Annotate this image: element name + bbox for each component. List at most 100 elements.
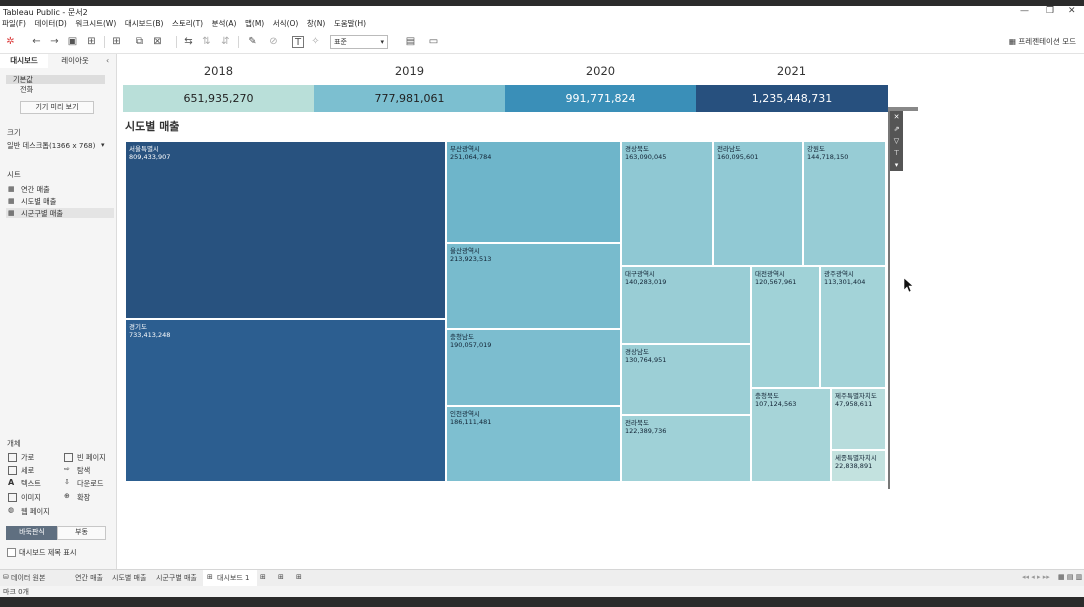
floating-toggle[interactable]: 부동 (57, 526, 106, 540)
tab-scroll-icons[interactable]: ◂◂ ◂ ▸ ▸▸ (1022, 573, 1050, 581)
new-sheet-icon[interactable]: ⊞ (112, 36, 121, 47)
tile-jeju[interactable]: 제주특별자치도 47,958,611 (831, 388, 886, 450)
new-story-icon[interactable]: ⊞ (296, 573, 302, 581)
object-web-page[interactable]: 웹 페이지 (21, 507, 50, 516)
menu-data[interactable]: 데이터(D) (34, 19, 67, 28)
device-selected-row (6, 75, 105, 84)
object-image[interactable]: 이미지 (21, 493, 41, 502)
tile-label: 대전광역시 (755, 270, 785, 278)
object-navigation[interactable]: 탐색 (77, 466, 91, 475)
tiled-toggle[interactable]: 바둑판식 (6, 526, 58, 540)
os-bottom-bar (0, 597, 1084, 607)
save-icon[interactable]: ▣ (67, 36, 78, 47)
tile-gangwon[interactable]: 강원도 144,718,150 (803, 141, 886, 266)
tile-seoul[interactable]: 서울특별시 809,433,907 (125, 141, 446, 319)
kpi-2021[interactable]: 1,235,448,731 (696, 85, 888, 112)
chevron-down-icon[interactable]: ▾ (101, 141, 105, 149)
menu-window[interactable]: 창(N) (306, 19, 326, 28)
filter-icon[interactable]: ▽ (893, 137, 900, 145)
collapse-panel-icon[interactable]: ‹ (106, 56, 110, 65)
device-preview-button[interactable]: 기기 미리 보기 (20, 101, 94, 114)
remove-icon[interactable]: ✕ (893, 113, 900, 121)
sheet-sido-sales[interactable]: 시도별 매출 (21, 197, 57, 206)
menu-map[interactable]: 맵(M) (245, 19, 265, 28)
tile-daejeon[interactable]: 대전광역시 120,567,961 (751, 266, 820, 388)
highlight-icon[interactable]: ✎ (248, 36, 257, 47)
new-datasource-icon[interactable]: ⊞ (87, 36, 96, 47)
pin-icon[interactable]: ⊤ (893, 149, 900, 157)
tile-gyeonggi[interactable]: 경기도 733,413,248 (125, 319, 446, 482)
device-default[interactable]: 기본값 (13, 75, 33, 84)
menu-file[interactable]: 파일(F) (2, 19, 26, 28)
tile-gyeongbuk[interactable]: 경상북도 163,090,045 (621, 141, 713, 266)
minimize-icon[interactable]: — (1020, 6, 1029, 16)
menu-worksheet[interactable]: 워크시트(W) (75, 19, 117, 28)
restore-icon[interactable]: ❐ (1046, 6, 1055, 16)
tab-dashboard-1[interactable]: 대시보드 1 (217, 574, 250, 582)
object-blank[interactable]: 빈 페이지 (77, 453, 106, 462)
tableau-logo-icon[interactable]: ✲ (6, 36, 15, 47)
kpi-2019[interactable]: 777,981,061 (314, 85, 505, 112)
tile-label: 세종특별자치시 (835, 454, 877, 462)
menu-story[interactable]: 스토리(T) (171, 19, 204, 28)
sheet-icon: ▦ (8, 209, 15, 217)
sort-asc-icon[interactable]: ⇅ (202, 36, 211, 47)
tab-sido-sales[interactable]: 시도별 매출 (112, 574, 147, 582)
object-horizontal[interactable]: 가로 (21, 453, 35, 462)
menu-help[interactable]: 도움말(H) (333, 19, 367, 28)
sort-desc-icon[interactable]: ⇵ (221, 36, 230, 47)
more-options-icon[interactable]: ▾ (894, 161, 899, 169)
tile-label: 충청북도 (755, 392, 779, 400)
tab-dashboard[interactable]: 대시보드 (0, 54, 48, 68)
tab-datasource[interactable]: 데이터 원본 (11, 574, 46, 582)
clear-sheet-icon[interactable]: ⊠ (153, 36, 162, 47)
menu-dashboard[interactable]: 대시보드(B) (124, 19, 164, 28)
tile-busan[interactable]: 부산광역시 251,064,784 (446, 141, 621, 243)
menu-format[interactable]: 서식(O) (272, 19, 299, 28)
object-text[interactable]: 텍스트 (21, 479, 41, 488)
new-dashboard-icon[interactable]: ⊞ (278, 573, 284, 581)
object-extension[interactable]: 확장 (77, 493, 91, 502)
kpi-2020[interactable]: 991,771,824 (505, 85, 696, 112)
tile-incheon[interactable]: 인천광역시 186,111,481 (446, 406, 621, 482)
tile-jeonbuk[interactable]: 전라북도 122,389,736 (621, 415, 751, 482)
presentation-icon[interactable]: ▭ (428, 36, 439, 47)
view-mode-icon[interactable]: ▦ ▤ ▥ (1058, 573, 1083, 581)
tile-jeonnam[interactable]: 전라남도 160,095,601 (713, 141, 803, 266)
swap-icon[interactable]: ⇆ (184, 36, 193, 47)
tile-chungnam[interactable]: 충청남도 190,057,019 (446, 329, 621, 406)
tile-daegu[interactable]: 대구광역시 140,283,019 (621, 266, 751, 344)
new-sheet-icon[interactable]: ⊞ (260, 573, 266, 581)
show-labels-icon[interactable]: T (292, 36, 304, 48)
tile-label: 경상북도 (625, 145, 649, 153)
tab-layout[interactable]: 레이아웃 (61, 56, 89, 65)
undo-icon[interactable]: ← (32, 36, 41, 47)
tab-sigungu-sales[interactable]: 시군구별 매출 (156, 574, 197, 582)
tile-gyeongnam[interactable]: 경상남도 130,764,951 (621, 344, 751, 415)
group-icon[interactable]: ⊘ (269, 36, 278, 47)
tile-sejong[interactable]: 세종특별자치시 22,838,891 (831, 450, 886, 482)
pin-icon[interactable]: ✧ (311, 36, 320, 47)
fit-combo[interactable]: 표준 ▾ (330, 35, 388, 49)
size-dropdown[interactable]: 일반 데스크톱(1366 x 768) (7, 141, 96, 150)
presentation-mode-button[interactable]: ▦ 프레젠테이션 모드 (1009, 36, 1076, 47)
tile-gwangju[interactable]: 광주광역시 113,301,404 (820, 266, 886, 388)
selection-grip[interactable] (888, 107, 918, 111)
object-vertical[interactable]: 세로 (21, 466, 35, 475)
duplicate-icon[interactable]: ⧉ (135, 36, 144, 47)
show-cards-icon[interactable]: ▤ (405, 36, 416, 47)
redo-icon[interactable]: → (50, 36, 59, 47)
tile-chungbuk[interactable]: 충청북도 107,124,563 (751, 388, 831, 482)
close-icon[interactable]: ✕ (1068, 6, 1076, 16)
sheet-annual-sales[interactable]: 연간 매출 (21, 185, 50, 194)
show-title-checkbox[interactable] (7, 548, 16, 557)
sheet-sigungu-sales[interactable]: 시군구별 매출 (21, 209, 63, 218)
tile-value: 120,567,961 (755, 278, 797, 286)
menu-analysis[interactable]: 분석(A) (211, 19, 237, 28)
tab-annual-sales[interactable]: 연간 매출 (75, 574, 103, 582)
go-to-sheet-icon[interactable]: ⇗ (893, 125, 900, 133)
object-download[interactable]: 다운로드 (77, 479, 104, 488)
tile-ulsan[interactable]: 울산광역시 213,923,513 (446, 243, 621, 329)
kpi-2018[interactable]: 651,935,270 (123, 85, 314, 112)
device-phone[interactable]: 전화 (20, 85, 34, 94)
